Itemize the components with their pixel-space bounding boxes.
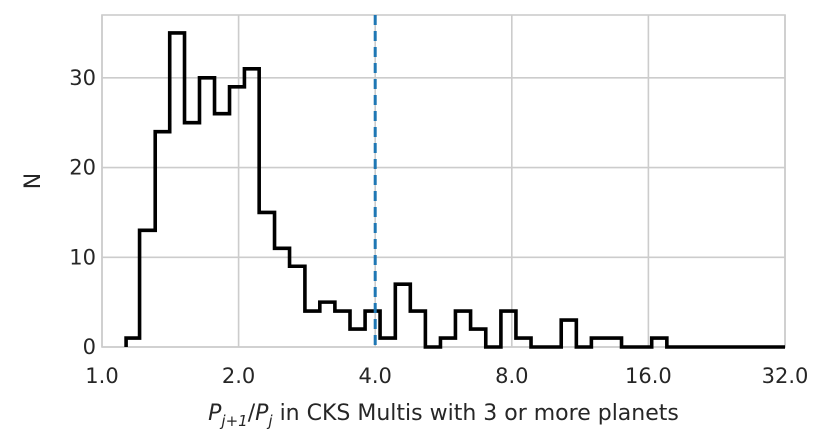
x-tick-label: 16.0 [625, 364, 672, 388]
histogram-step-line [124, 31, 785, 349]
y-axis-label: N [21, 173, 46, 189]
x-label-p: P [208, 401, 222, 426]
x-label-p: P [255, 401, 269, 426]
y-tick-label: 30 [69, 66, 96, 90]
x-axis-label: Pj+1/Pj in CKS Multis with 3 or more pla… [208, 401, 679, 430]
y-tick-label: 20 [69, 156, 96, 180]
x-label-text: in CKS Multis with 3 or more planets [273, 401, 679, 426]
x-tick-labels: 1.0 2.0 4.0 8.0 16.0 32.0 [85, 364, 808, 388]
x-label-slash: / [248, 401, 256, 426]
x-tick-label: 2.0 [222, 364, 255, 388]
x-tick-label: 32.0 [762, 364, 809, 388]
x-tick-label: 1.0 [85, 364, 118, 388]
x-tick-label: 4.0 [358, 364, 391, 388]
x-tick-label: 8.0 [495, 364, 528, 388]
x-gridlines [101, 15, 786, 347]
y-tick-label: 10 [69, 245, 96, 269]
plot-frame [101, 14, 786, 348]
x-label-subscript: j [266, 412, 273, 430]
y-gridlines [102, 77, 785, 348]
y-tick-label: 0 [83, 335, 96, 359]
y-tick-labels: 0 10 20 30 [69, 66, 96, 359]
x-label-subscript: j+1 [219, 412, 247, 430]
